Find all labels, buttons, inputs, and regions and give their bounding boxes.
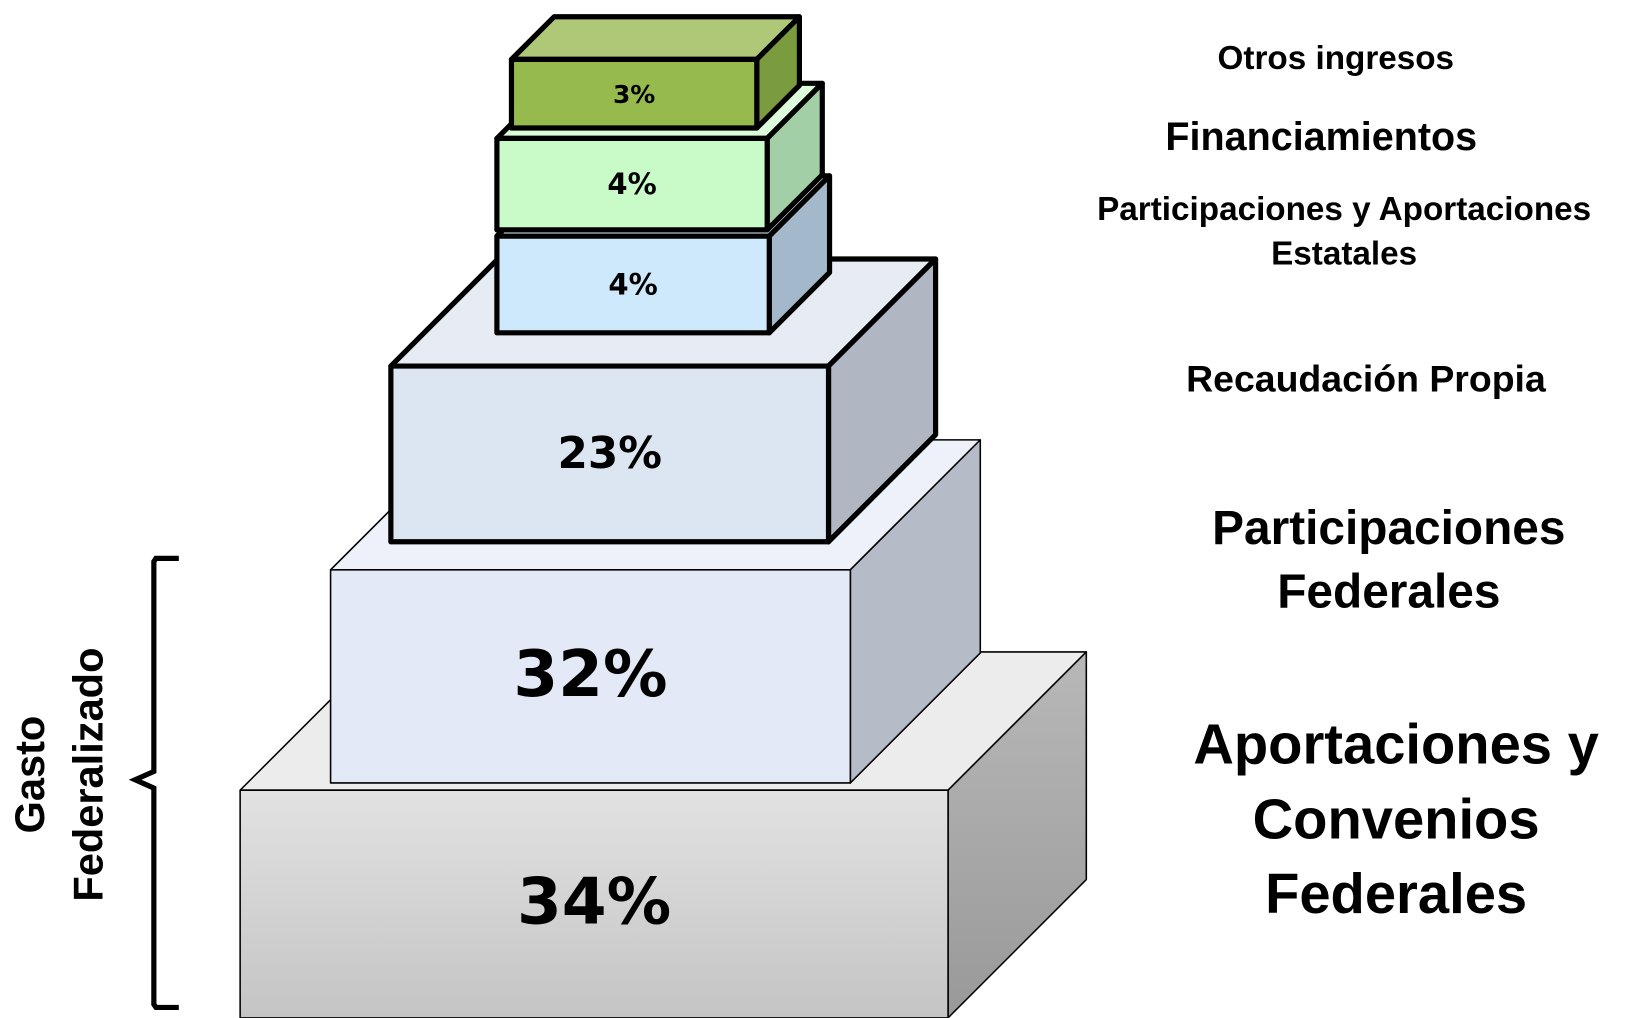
layer-label: Federales <box>1265 862 1527 925</box>
bracket-label: Federalizado <box>64 648 111 902</box>
layer-label: Participaciones y Aportaciones <box>1097 191 1591 228</box>
layer-label: Participaciones <box>1212 502 1565 555</box>
box-front <box>508 56 760 131</box>
box-front <box>494 233 772 336</box>
share-label: 23% <box>557 428 662 479</box>
layer-label: Convenios <box>1253 787 1540 850</box>
box-front <box>239 789 949 1018</box>
layer-label: Financiamientos <box>1165 115 1477 159</box>
box-front <box>329 569 852 784</box>
share-label: 4% <box>607 167 656 201</box>
layer-label: Estatales <box>1271 236 1417 273</box>
share-label: 34% <box>517 865 671 940</box>
box-top <box>508 14 803 62</box>
bracket <box>128 555 179 1011</box>
layer-box: 3% <box>508 14 803 131</box>
box-front <box>494 135 770 233</box>
share-label: 4% <box>608 268 657 302</box>
layer-label: Otros ingresos <box>1218 40 1455 77</box>
layer-label: Aportaciones y <box>1193 712 1598 775</box>
bracket-label: Gasto <box>6 716 53 834</box>
share-label: 32% <box>513 637 667 712</box>
share-label: 3% <box>613 80 655 109</box>
box-front <box>388 363 832 545</box>
layer-label: Federales <box>1277 565 1500 618</box>
layer-label: Recaudación Propia <box>1186 358 1547 400</box>
